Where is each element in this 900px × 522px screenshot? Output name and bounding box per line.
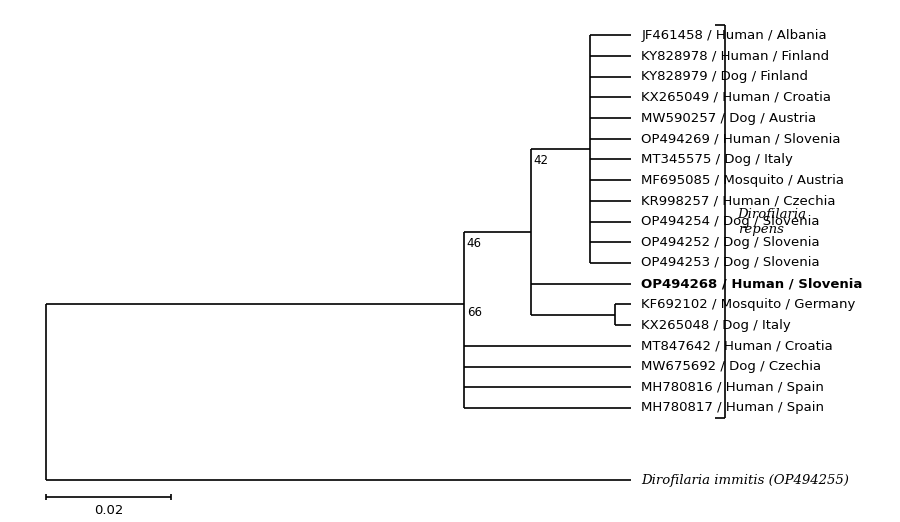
Text: MT345575 / Dog / Italy: MT345575 / Dog / Italy <box>642 153 793 166</box>
Text: OP494252 / Dog / Slovenia: OP494252 / Dog / Slovenia <box>642 236 820 249</box>
Text: MT847642 / Human / Croatia: MT847642 / Human / Croatia <box>642 339 833 352</box>
Text: 46: 46 <box>466 237 482 250</box>
Text: MH780817 / Human / Spain: MH780817 / Human / Spain <box>642 401 824 414</box>
Text: KX265048 / Dog / Italy: KX265048 / Dog / Italy <box>642 318 791 331</box>
Text: 42: 42 <box>534 155 548 167</box>
Text: 0.02: 0.02 <box>94 504 123 517</box>
Text: Dirofilaria
repens: Dirofilaria repens <box>738 208 806 235</box>
Text: OP494268 / Human / Slovenia: OP494268 / Human / Slovenia <box>642 277 863 290</box>
Text: KF692102 / Mosquito / Germany: KF692102 / Mosquito / Germany <box>642 298 856 311</box>
Text: KY828978 / Human / Finland: KY828978 / Human / Finland <box>642 50 830 63</box>
Text: JF461458 / Human / Albania: JF461458 / Human / Albania <box>642 29 827 42</box>
Text: KX265049 / Human / Croatia: KX265049 / Human / Croatia <box>642 91 832 104</box>
Text: OP494254 / Dog / Slovenia: OP494254 / Dog / Slovenia <box>642 215 820 228</box>
Text: MF695085 / Mosquito / Austria: MF695085 / Mosquito / Austria <box>642 174 844 187</box>
Text: KR998257 / Human / Czechia: KR998257 / Human / Czechia <box>642 194 836 207</box>
Text: Dirofilaria immitis (OP494255): Dirofilaria immitis (OP494255) <box>642 474 850 487</box>
Text: 66: 66 <box>466 306 482 319</box>
Text: OP494269 / Human / Slovenia: OP494269 / Human / Slovenia <box>642 132 841 145</box>
Text: MH780816 / Human / Spain: MH780816 / Human / Spain <box>642 381 824 394</box>
Text: KY828979 / Dog / Finland: KY828979 / Dog / Finland <box>642 70 808 83</box>
Text: MW590257 / Dog / Austria: MW590257 / Dog / Austria <box>642 112 816 125</box>
Text: OP494253 / Dog / Slovenia: OP494253 / Dog / Slovenia <box>642 256 820 269</box>
Text: MW675692 / Dog / Czechia: MW675692 / Dog / Czechia <box>642 360 822 373</box>
